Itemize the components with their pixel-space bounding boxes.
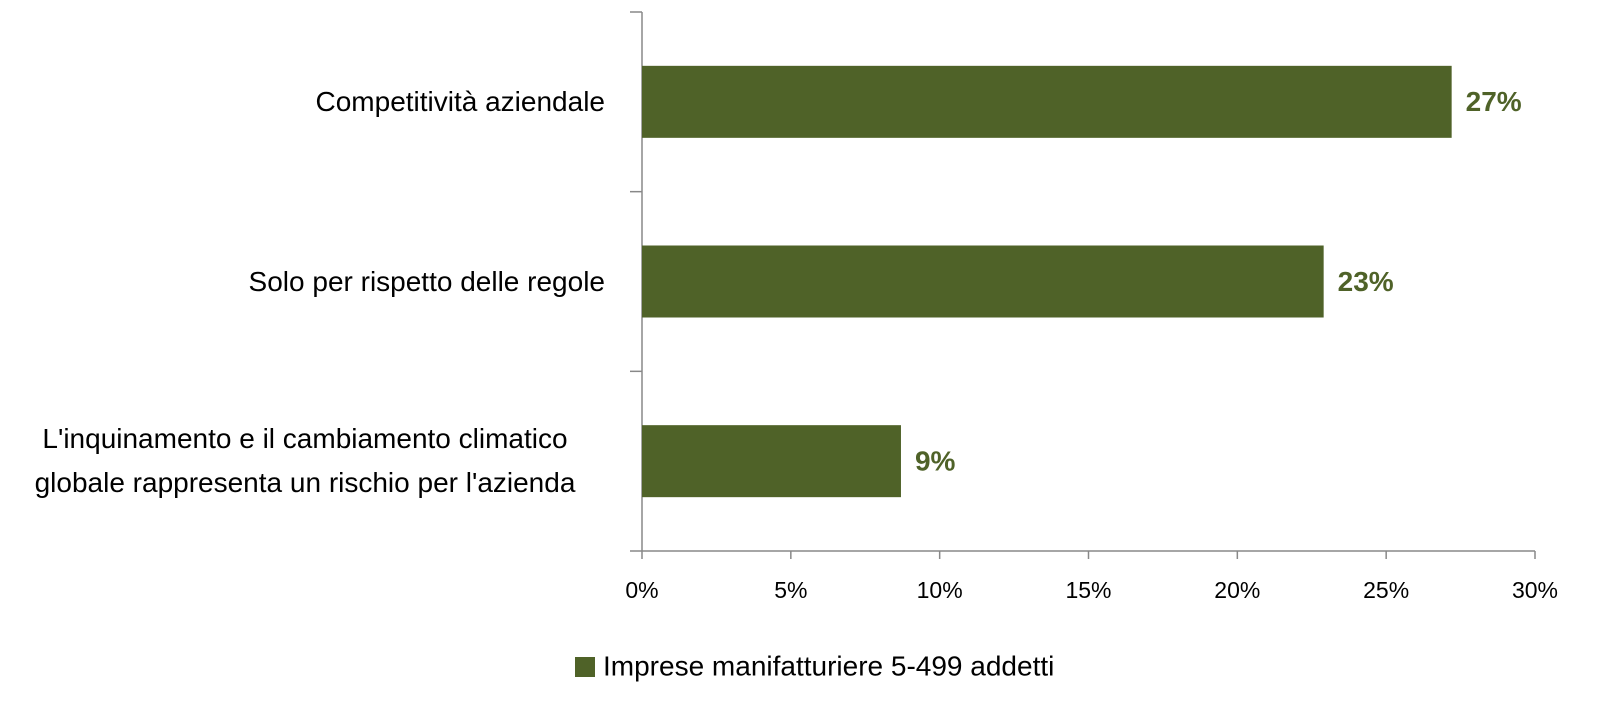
y-tick-label: L'inquinamento e il cambiamento climatic…: [34, 423, 576, 499]
x-tick-label: 15%: [1065, 577, 1111, 603]
bar: [642, 65, 1452, 138]
data-label: 23%: [1338, 266, 1394, 297]
x-tick-label: 30%: [1512, 577, 1558, 603]
y-tick-label: Solo per rispetto delle regole: [248, 265, 605, 297]
x-tick-label: 25%: [1363, 577, 1409, 603]
legend-swatch: [575, 657, 595, 677]
bar: [642, 425, 901, 498]
x-tick-label: 0%: [625, 577, 658, 603]
x-tick-label: 20%: [1214, 577, 1260, 603]
x-tick-label: 5%: [774, 577, 807, 603]
data-label: 27%: [1466, 86, 1522, 117]
data-label: 9%: [915, 446, 956, 477]
bar: [642, 245, 1324, 318]
legend-label: Imprese manifatturiere 5-499 addetti: [603, 650, 1054, 681]
x-tick-label: 10%: [917, 577, 963, 603]
y-tick-label: Competitività aziendale: [315, 85, 606, 117]
